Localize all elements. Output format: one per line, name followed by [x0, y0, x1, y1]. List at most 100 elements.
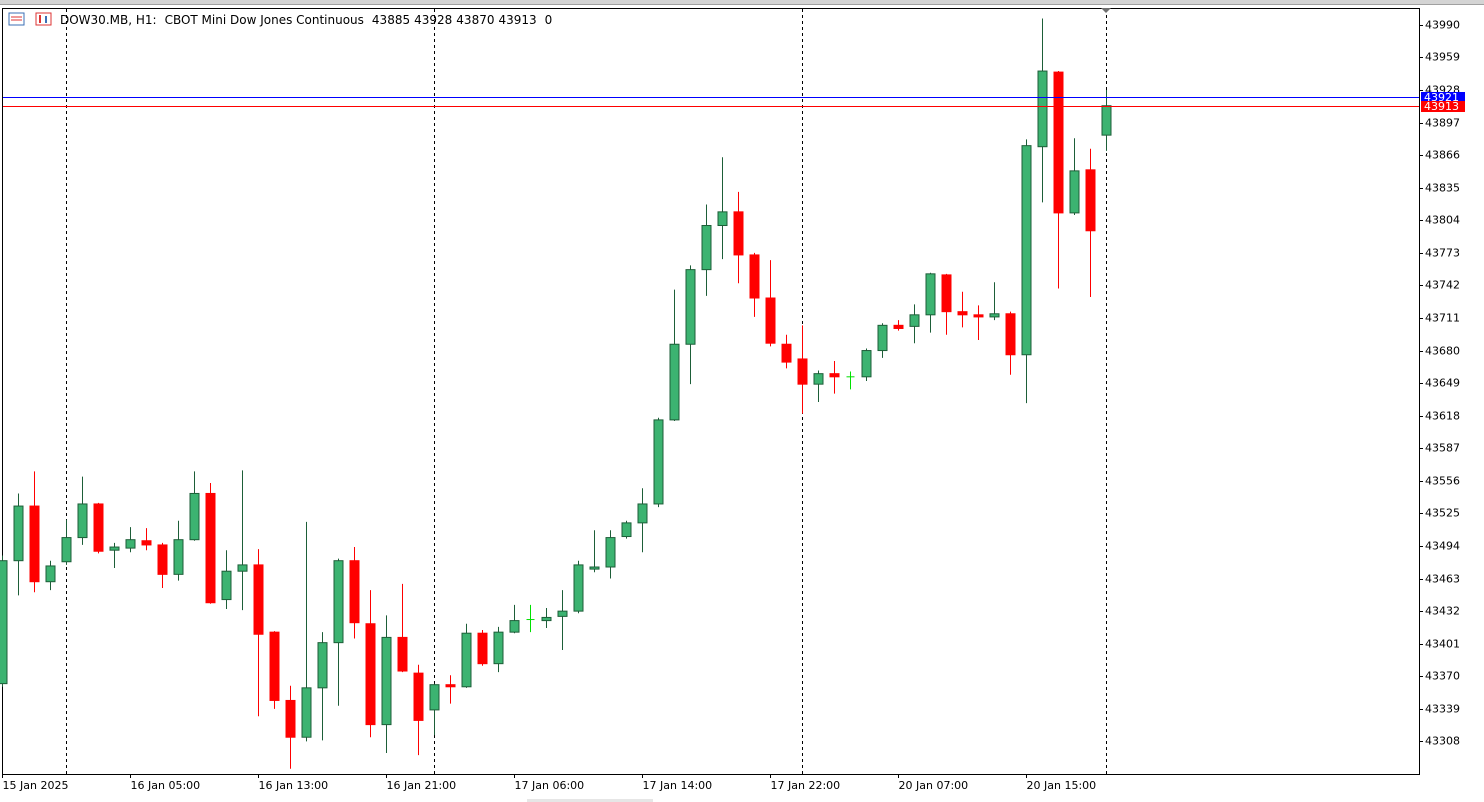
candle-body: [93, 503, 104, 552]
candle-body: [1053, 71, 1064, 214]
candle-body: [109, 546, 120, 551]
chart-header: DOW30.MB, H1: CBOT Mini Dow Jones Continu…: [60, 13, 552, 27]
candle-body: [77, 503, 88, 539]
candle-body: [973, 314, 984, 318]
spread: 0: [545, 13, 553, 27]
candle-body: [925, 273, 936, 316]
candle-body: [717, 211, 728, 227]
icon-box: [35, 12, 52, 26]
candle-body: [333, 560, 344, 644]
candle-body: [45, 565, 56, 583]
y-tick-label: 43711: [1425, 312, 1460, 325]
candle-body: [429, 684, 440, 711]
bid-label-box: [1421, 101, 1465, 112]
candle-body: [669, 343, 680, 421]
candle-body: [1101, 105, 1112, 136]
y-tick-label: 43866: [1425, 149, 1460, 162]
candle-body: [621, 522, 632, 538]
candle-body: [557, 610, 568, 617]
candle-body: [957, 311, 968, 316]
y-tick-label: 43556: [1425, 475, 1460, 488]
ask-label: 43921: [1424, 91, 1459, 104]
candle-body: [861, 350, 872, 378]
candle-body: [1069, 170, 1080, 214]
y-tick-label: 43587: [1425, 442, 1460, 455]
y-tick-label: 43835: [1425, 182, 1460, 195]
candle-body: [477, 632, 488, 665]
candle-body: [813, 373, 824, 385]
x-tick-label: 16 Jan 05:00: [131, 779, 201, 792]
last-high: 43928: [414, 13, 452, 27]
candle-body: [605, 537, 616, 568]
x-tick-label: 17 Jan 22:00: [771, 779, 841, 792]
y-tick-label: 43742: [1425, 279, 1460, 292]
y-tick-label: 43680: [1425, 345, 1460, 358]
candle-body: [269, 631, 280, 701]
candle-body: [237, 564, 248, 572]
candle-body: [157, 544, 168, 575]
candle-body: [589, 566, 600, 570]
y-tick-label: 43649: [1425, 377, 1460, 390]
candle-body: [0, 560, 8, 685]
x-tick-label: 20 Jan 15:00: [1027, 779, 1097, 792]
candle-body: [573, 564, 584, 612]
x-tick-label: 17 Jan 14:00: [643, 779, 713, 792]
candle-body: [1021, 145, 1032, 356]
y-tick-label: 43525: [1425, 507, 1460, 520]
candle-body: [253, 564, 264, 635]
candle-body: [941, 274, 952, 313]
candle-body: [317, 642, 328, 689]
candle-body: [397, 636, 408, 672]
candle-body: [381, 636, 392, 726]
x-tick-label: 15 Jan 2025: [3, 779, 69, 792]
candle-body: [141, 540, 152, 546]
candle-body: [221, 570, 232, 601]
candle-body: [829, 373, 840, 378]
candle-body: [125, 539, 136, 549]
plot-frame: [2, 8, 1420, 775]
candle-body: [189, 492, 200, 541]
y-tick-label: 43773: [1425, 247, 1460, 260]
y-tick-label: 43308: [1425, 735, 1460, 748]
ask-label-box: [1421, 92, 1465, 103]
y-tick-label: 43618: [1425, 410, 1460, 423]
candle-body: [445, 684, 456, 688]
candle-body: [653, 419, 664, 505]
y-tick-label: 43370: [1425, 670, 1460, 683]
last-close: 43913: [498, 13, 536, 27]
candle-body: [701, 225, 712, 271]
symbol: DOW30.MB, H1:: [60, 13, 157, 27]
candle-body: [173, 539, 184, 575]
candle-body: [1085, 169, 1096, 232]
candle-body: [509, 620, 520, 633]
candle-body: [285, 699, 296, 738]
last-low: 43870: [456, 13, 494, 27]
description: CBOT Mini Dow Jones Continuous: [165, 13, 364, 27]
candle-body: [765, 297, 776, 344]
candle-body: [781, 343, 792, 363]
y-tick-label: 43401: [1425, 638, 1460, 651]
candle-body: [365, 623, 376, 726]
x-tick-label: 20 Jan 07:00: [899, 779, 969, 792]
candle-body: [637, 503, 648, 524]
candle-body: [461, 632, 472, 688]
candle-body: [685, 269, 696, 345]
x-tick-label: 16 Jan 13:00: [259, 779, 329, 792]
y-tick-label: 43990: [1425, 19, 1460, 32]
y-tick-label: 43804: [1425, 214, 1460, 227]
candle-body: [1005, 313, 1016, 356]
scroll-thumb: [527, 799, 653, 802]
x-tick-label: 17 Jan 06:00: [515, 779, 585, 792]
candle-body: [349, 560, 360, 624]
y-tick-label: 43432: [1425, 605, 1460, 618]
candle-body: [541, 616, 552, 622]
candle-body: [1037, 70, 1048, 148]
y-tick-label: 43339: [1425, 703, 1460, 716]
last-open: 43885: [372, 13, 410, 27]
x-tick-label: 16 Jan 21:00: [387, 779, 457, 792]
candle-body: [61, 537, 72, 563]
y-tick-label: 43494: [1425, 540, 1460, 553]
icon-box: [8, 12, 25, 26]
candle-body: [413, 672, 424, 721]
